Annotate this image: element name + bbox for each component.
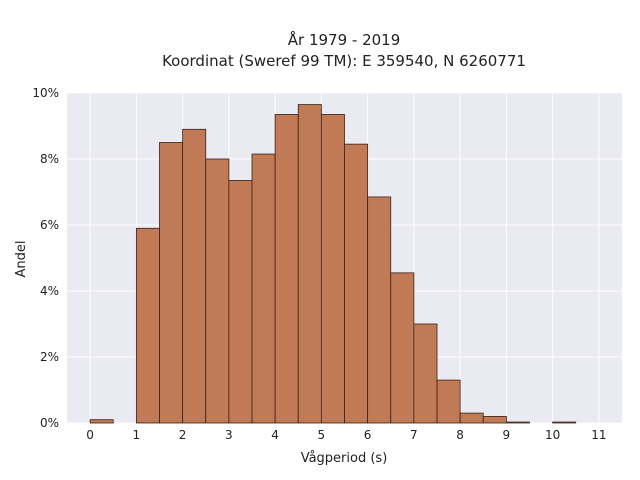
x-tick-label: 10 xyxy=(545,428,560,442)
chart-title-line-2: Koordinat (Sweref 99 TM): E 359540, N 62… xyxy=(162,52,526,70)
histogram-bar xyxy=(367,196,392,424)
y-tick-label: 10% xyxy=(32,86,59,100)
histogram-bar xyxy=(436,379,461,424)
y-axis-ticks: 0% 2% 4% 6% 8% 10% xyxy=(32,86,59,430)
y-tick-label: 2% xyxy=(40,350,59,364)
histogram-bar xyxy=(297,104,322,424)
x-tick-label: 4 xyxy=(271,428,279,442)
chart-title-line-1: År 1979 - 2019 xyxy=(288,30,401,49)
histogram-bar xyxy=(182,128,207,424)
histogram-bar xyxy=(135,227,160,424)
x-tick-label: 0 xyxy=(86,428,94,442)
x-axis-ticks: 0 1 2 3 4 5 6 7 8 9 10 11 xyxy=(86,428,606,442)
x-tick-label: 11 xyxy=(591,428,606,442)
x-tick-label: 3 xyxy=(225,428,233,442)
bars xyxy=(89,104,577,424)
y-tick-label: 6% xyxy=(40,218,59,232)
x-tick-label: 5 xyxy=(318,428,326,442)
x-tick-label: 6 xyxy=(364,428,372,442)
x-tick-label: 9 xyxy=(503,428,511,442)
histogram-bar xyxy=(274,114,299,424)
histogram-bar xyxy=(413,323,438,424)
histogram-bar xyxy=(320,114,345,424)
y-axis-label: Andel xyxy=(14,241,29,278)
x-tick-label: 1 xyxy=(133,428,141,442)
x-tick-label: 8 xyxy=(456,428,464,442)
histogram-bar xyxy=(459,412,484,424)
histogram-bar xyxy=(89,419,114,424)
histogram-bar xyxy=(251,153,276,424)
histogram-bar xyxy=(552,421,577,424)
histogram-bar xyxy=(390,272,415,424)
x-tick-label: 7 xyxy=(410,428,418,442)
x-tick-label: 2 xyxy=(179,428,187,442)
histogram-bar xyxy=(228,180,253,424)
histogram-bar xyxy=(482,415,507,424)
histogram-bar xyxy=(159,142,184,424)
y-tick-label: 0% xyxy=(40,416,59,430)
y-tick-label: 8% xyxy=(40,152,59,166)
histogram-bar xyxy=(505,421,530,424)
histogram-bar xyxy=(205,158,230,424)
y-tick-label: 4% xyxy=(40,284,59,298)
histogram-bar xyxy=(344,143,369,424)
x-axis-label: Vågperiod (s) xyxy=(301,451,388,466)
